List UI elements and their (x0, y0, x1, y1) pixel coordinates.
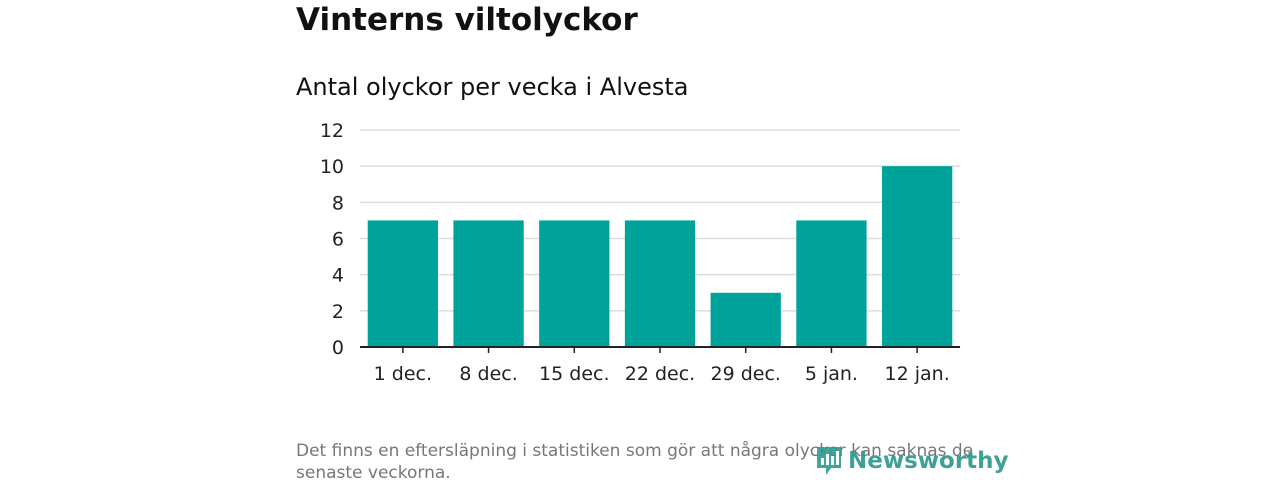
x-tick-label: 1 dec. (374, 363, 432, 385)
brand-name: Newsworthy (848, 448, 1009, 474)
bar-2 (453, 220, 524, 347)
y-axis-ticks: 0 2 4 6 8 10 12 (320, 120, 344, 359)
chart-subtitle: Antal olyckor per vecka i Alvesta (296, 73, 689, 101)
bar-5 (710, 292, 781, 347)
x-tick-label: 8 dec. (459, 363, 517, 385)
bar-1 (367, 220, 438, 347)
x-tick-label: 15 dec. (539, 363, 609, 385)
x-tick-label: 5 jan. (805, 363, 858, 385)
y-tick-label: 2 (332, 301, 344, 323)
x-tick-label: 22 dec. (625, 363, 695, 385)
x-axis-ticks: 1 dec. 8 dec. 15 dec. 22 dec. 29 dec. 5 jan. 1… (374, 347, 950, 385)
bars (367, 166, 953, 347)
x-tick-label: 12 jan. (885, 363, 950, 385)
y-tick-label: 12 (320, 120, 344, 142)
brand-logo: Newsworthy (814, 444, 1009, 478)
bar-chart: 0 2 4 6 8 10 12 1 dec. 8 dec. 15 dec. 22 dec. 29 d… (320, 120, 960, 385)
y-tick-label: 4 (332, 265, 344, 287)
y-tick-label: 10 (320, 156, 344, 178)
bar-6 (796, 220, 867, 347)
y-tick-label: 6 (332, 229, 344, 251)
bar-3 (539, 220, 610, 347)
footnote: Det finns en eftersläpning i statistiken… (296, 441, 974, 480)
newsworthy-logo-icon (817, 447, 841, 475)
chart-title: Vinterns viltolyckor (296, 2, 638, 38)
bar-7 (882, 166, 953, 347)
y-tick-label: 0 (332, 337, 344, 359)
bar-4 (624, 220, 696, 347)
x-tick-label: 29 dec. (710, 363, 780, 385)
y-tick-label: 8 (332, 192, 344, 214)
